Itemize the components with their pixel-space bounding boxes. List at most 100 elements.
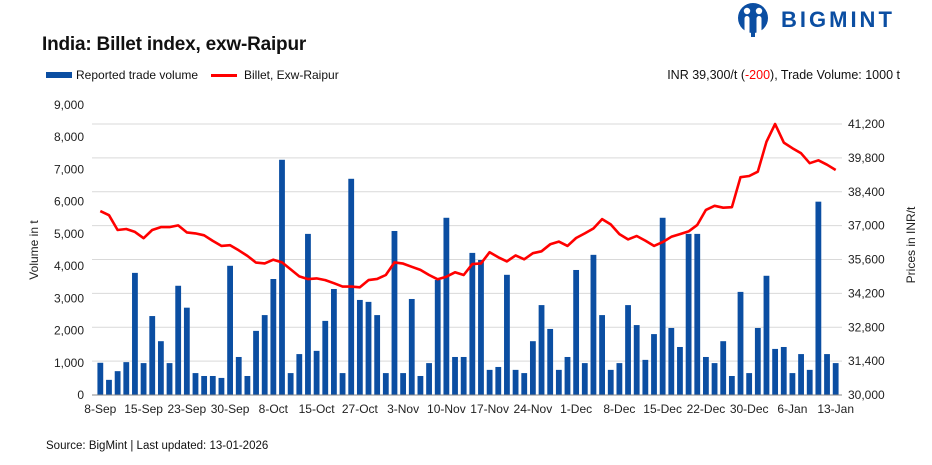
volume-bar: [659, 217, 666, 395]
volume-bar: [305, 233, 311, 395]
volume-bar: [581, 363, 588, 395]
y-tick-right: 41,200: [848, 117, 885, 131]
volume-bar: [504, 274, 510, 395]
volume-bar: [521, 373, 528, 395]
volume-bar: [356, 299, 363, 395]
x-tick-label: 30-Sep: [211, 402, 250, 416]
x-tick-label: 24-Nov: [514, 402, 553, 416]
x-tick-label: 10-Nov: [427, 402, 466, 416]
volume-bar: [452, 356, 458, 395]
y-tick-left: 8,000: [54, 130, 84, 144]
volume-bar: [763, 275, 770, 395]
volume-bar: [183, 307, 190, 395]
volume-bar: [547, 328, 554, 395]
price-summary-suffix: ), Trade Volume: 1000 t: [770, 68, 900, 82]
volume-bar: [538, 305, 545, 395]
volume-bar: [426, 363, 432, 395]
volume-bar: [651, 334, 657, 395]
volume-bar: [166, 363, 173, 395]
volume-bar: [106, 379, 112, 395]
volume-bar: [374, 315, 381, 395]
volume-bar: [261, 315, 268, 395]
x-tick-label: 15-Oct: [299, 402, 336, 416]
volume-bar: [728, 375, 735, 395]
volume-bar: [711, 363, 718, 395]
volume-bar: [754, 327, 761, 395]
x-tick-label: 13-Jan: [817, 402, 854, 416]
volume-bar: [555, 369, 562, 395]
y-tick-left: 6,000: [54, 195, 84, 209]
x-tick-label: 6-Jan: [777, 402, 807, 416]
x-tick-label: 1-Dec: [560, 402, 592, 416]
y-tick-right: 38,400: [848, 185, 885, 199]
volume-bar: [460, 356, 467, 395]
y-tick-left: 1,000: [54, 356, 84, 370]
x-tick-label: 3-Nov: [387, 402, 419, 416]
legend-label-volume: Reported trade volume: [76, 68, 199, 82]
x-tick-label: 8-Sep: [84, 402, 116, 416]
y-tick-left: 5,000: [54, 227, 84, 241]
volume-bar: [668, 327, 675, 395]
volume-bar: [140, 363, 147, 395]
volume-bar: [590, 254, 597, 395]
volume-bar: [780, 346, 787, 395]
x-tick-label: 30-Dec: [730, 402, 769, 416]
volume-bar: [564, 356, 571, 395]
volume-bar: [616, 363, 623, 395]
x-tick-label: 17-Nov: [470, 402, 509, 416]
y-tick-right: 35,600: [848, 253, 885, 267]
volume-bar: [408, 298, 415, 395]
price-summary-prefix: INR 39,300/t (: [667, 68, 746, 82]
volume-bar: [633, 325, 640, 395]
x-tick-label: 15-Dec: [643, 402, 682, 416]
volume-bar: [244, 375, 251, 395]
volume-bar: [703, 356, 709, 395]
volume-bar: [296, 354, 303, 395]
volume-bar: [832, 363, 839, 395]
volume-bar: [625, 305, 631, 395]
y-tick-left: 4,000: [54, 259, 84, 273]
volume-bar: [815, 201, 822, 395]
price-summary: INR 39,300/t (-200), Trade Volume: 1000 …: [667, 68, 900, 82]
legend-swatch-line: [211, 73, 237, 77]
y-tick-right: 31,400: [848, 354, 885, 368]
price-change: -200: [745, 68, 771, 82]
volume-bar: [209, 375, 216, 395]
y-tick-left: 2,000: [54, 324, 84, 338]
y-tick-right: 37,000: [848, 219, 885, 233]
volume-bar: [175, 285, 182, 395]
volume-bar: [495, 366, 502, 395]
y-axis-left-title: Volume in t: [27, 220, 41, 280]
legend-label-price: Billet, Exw-Raipur: [244, 68, 339, 82]
x-tick-label: 8-Dec: [603, 402, 635, 416]
y-tick-right: 32,800: [848, 320, 885, 334]
volume-bar: [114, 371, 121, 395]
volume-bar: [443, 217, 450, 395]
volume-bar: [227, 265, 233, 395]
y-tick-right: 39,800: [848, 151, 885, 165]
volume-bar: [478, 259, 484, 395]
volume-bar: [201, 375, 208, 395]
volume-bar: [400, 373, 407, 395]
volume-bar: [313, 350, 320, 395]
volume-bar: [391, 230, 398, 395]
volume-bar: [772, 348, 779, 395]
volume-bar: [97, 362, 104, 395]
volume-bar: [573, 269, 580, 395]
volume-bar: [607, 369, 614, 395]
volume-bar: [677, 346, 683, 395]
volume-bar: [331, 288, 337, 395]
volume-bar: [149, 316, 156, 395]
volume-bar: [132, 272, 138, 395]
x-tick-label: 22-Dec: [687, 402, 726, 416]
volume-bar: [789, 373, 796, 395]
bigmint-logo-icon: [738, 3, 768, 37]
volume-bar: [253, 330, 259, 395]
y-tick-left: 9,000: [54, 98, 84, 112]
volume-bar: [798, 354, 804, 395]
volume-bar: [322, 320, 329, 395]
y-axis-right-title: Prices in INR/t: [904, 206, 918, 283]
volume-bar: [218, 377, 225, 395]
y-tick-left: 3,000: [54, 291, 84, 305]
volume-bar: [270, 279, 277, 395]
